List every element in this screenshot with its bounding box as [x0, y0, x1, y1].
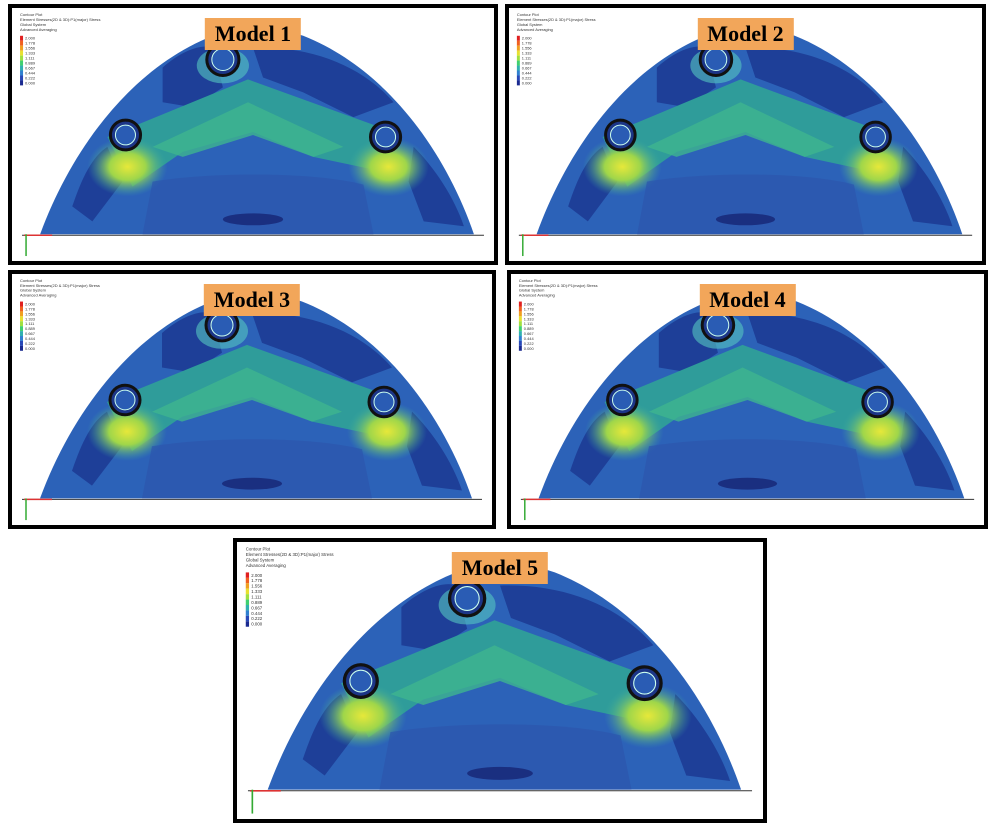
- legend-title: Advanced Averaging: [246, 563, 287, 568]
- legend-swatch: [20, 36, 23, 41]
- legend-value: 0.889: [251, 600, 263, 605]
- model-label: Model 2: [697, 18, 793, 50]
- legend-swatch: [20, 61, 23, 66]
- legend-title: Element Stresses(2D & 3D):P1(major) Stre…: [246, 552, 335, 557]
- legend-swatch: [20, 331, 23, 336]
- legend-value: 1.333: [251, 589, 263, 594]
- legend-swatch: [20, 321, 23, 326]
- legend-swatch: [517, 36, 520, 41]
- legend-title: Advanced Averaging: [20, 293, 56, 298]
- legend-swatch: [519, 341, 522, 346]
- legend-swatch: [519, 346, 522, 351]
- legend-value: 0.000: [25, 80, 36, 85]
- legend-title: Advanced Averaging: [519, 293, 555, 298]
- legend-swatch: [517, 56, 520, 61]
- legend-title: Advanced Averaging: [517, 27, 553, 32]
- legend-swatch: [246, 589, 249, 594]
- model-label: Model 1: [205, 18, 301, 50]
- legend-swatch: [517, 41, 520, 46]
- legend-swatch: [20, 46, 23, 51]
- legend-swatch: [246, 600, 249, 605]
- model-panel: Contour PlotElement Stresses(2D & 3D):P1…: [8, 270, 496, 529]
- legend-swatch: [20, 341, 23, 346]
- legend-swatch: [517, 71, 520, 76]
- model-label: Model 3: [204, 284, 300, 316]
- legend-value: 1.778: [251, 578, 263, 583]
- legend-title: Contour Plot: [246, 547, 271, 552]
- legend-swatch: [519, 311, 522, 316]
- legend-swatch: [20, 75, 23, 80]
- legend-value: 0.667: [251, 605, 263, 610]
- legend-swatch: [519, 326, 522, 331]
- legend-swatch: [517, 80, 520, 85]
- legend-swatch: [20, 306, 23, 311]
- legend-value: 1.556: [251, 584, 263, 589]
- legend-swatch: [20, 311, 23, 316]
- legend-title: Global System: [246, 558, 275, 563]
- model-label: Model 5: [452, 552, 548, 584]
- legend-swatch: [20, 80, 23, 85]
- legend-swatch: [20, 316, 23, 321]
- legend-swatch: [519, 302, 522, 307]
- legend-value: 0.000: [25, 346, 36, 351]
- legend-swatch: [517, 46, 520, 51]
- legend-swatch: [246, 572, 249, 577]
- legend-swatch: [20, 326, 23, 331]
- legend-value: 0.000: [524, 346, 535, 351]
- legend-swatch: [246, 616, 249, 621]
- legend-swatch: [246, 578, 249, 583]
- legend-value: 1.111: [251, 595, 262, 600]
- legend-swatch: [20, 346, 23, 351]
- legend-value: 0.444: [251, 611, 263, 616]
- legend-value: 0.000: [522, 80, 533, 85]
- legend-swatch: [20, 56, 23, 61]
- legend-value: 2.000: [251, 573, 263, 578]
- legend-swatch: [246, 594, 249, 599]
- legend-swatch: [20, 51, 23, 56]
- legend-swatch: [246, 583, 249, 588]
- legend-value: 0.222: [251, 616, 263, 621]
- legend-swatch: [519, 321, 522, 326]
- legend-swatch: [20, 336, 23, 341]
- legend-swatch: [519, 316, 522, 321]
- legend-swatch: [20, 302, 23, 307]
- legend-swatch: [519, 336, 522, 341]
- page: Contour PlotElement Stresses(2D & 3D):P1…: [0, 0, 990, 827]
- legend-swatch: [517, 61, 520, 66]
- legend-swatch: [20, 41, 23, 46]
- model-label: Model 4: [699, 284, 795, 316]
- legend-swatch: [517, 51, 520, 56]
- legend-swatch: [519, 331, 522, 336]
- model-panel: Contour PlotElement Stresses(2D & 3D):P1…: [507, 270, 988, 529]
- legend-swatch: [517, 75, 520, 80]
- legend-swatch: [246, 605, 249, 610]
- legend-swatch: [519, 306, 522, 311]
- legend-swatch: [246, 610, 249, 615]
- legend-swatch: [20, 66, 23, 71]
- legend-title: Advanced Averaging: [20, 27, 57, 32]
- legend-swatch: [246, 621, 249, 626]
- legend-swatch: [517, 66, 520, 71]
- legend-swatch: [20, 71, 23, 76]
- legend-value: 0.000: [251, 622, 263, 627]
